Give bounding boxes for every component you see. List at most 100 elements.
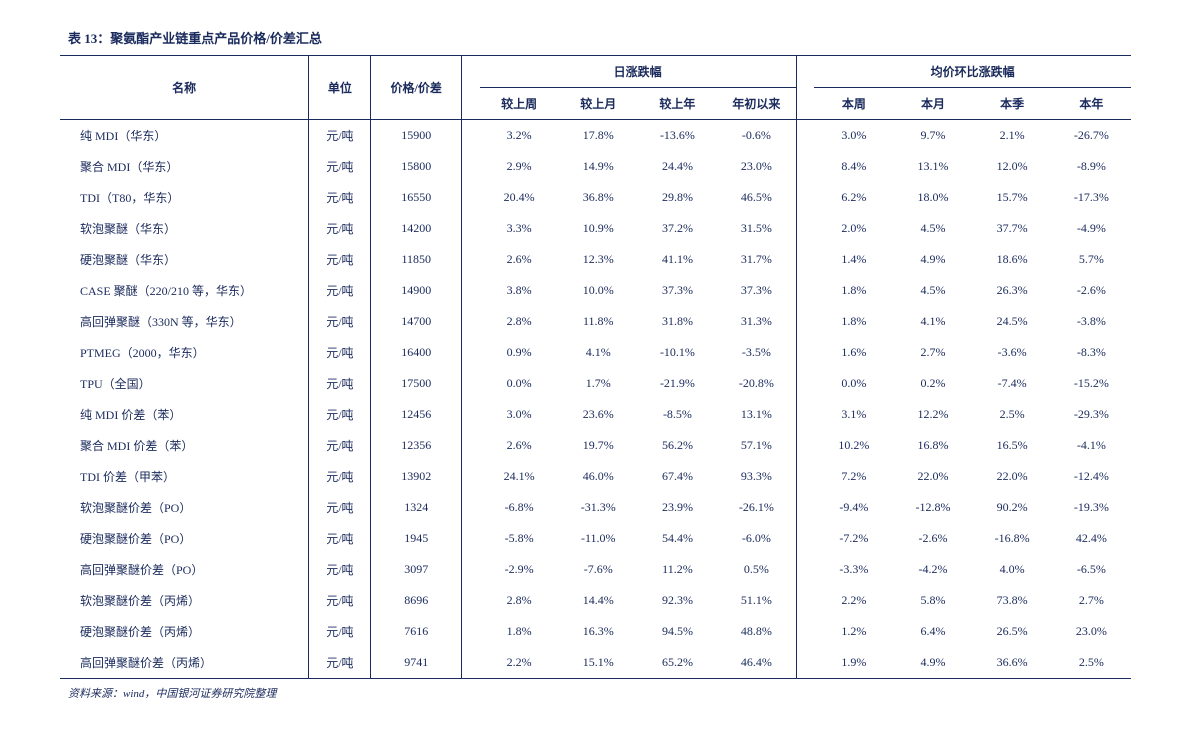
table-cell: 20.4% bbox=[480, 182, 559, 213]
table-cell: -20.8% bbox=[717, 368, 796, 399]
table-cell bbox=[796, 585, 814, 616]
table-cell bbox=[796, 492, 814, 523]
table-cell: -7.2% bbox=[814, 523, 893, 554]
table-cell: 3.3% bbox=[480, 213, 559, 244]
table-row: TDI 价差（甲苯）元/吨1390224.1%46.0%67.4%93.3%7.… bbox=[60, 461, 1131, 492]
table-cell: 17500 bbox=[371, 368, 461, 399]
table-cell: 24.1% bbox=[480, 461, 559, 492]
table-cell: 14700 bbox=[371, 306, 461, 337]
table-cell: 1.8% bbox=[480, 616, 559, 647]
table-cell: -11.0% bbox=[559, 523, 638, 554]
table-cell: 23.9% bbox=[638, 492, 717, 523]
table-cell: 1324 bbox=[371, 492, 461, 523]
table-cell: 元/吨 bbox=[309, 368, 371, 399]
price-table: 名称 单位 价格/价差 日涨跌幅 均价环比涨跌幅 较上周 较上月 较上年 年初以… bbox=[60, 55, 1131, 679]
table-cell: 15.1% bbox=[559, 647, 638, 679]
table-cell: 4.5% bbox=[893, 213, 972, 244]
table-cell: 3.1% bbox=[814, 399, 893, 430]
table-cell: -4.2% bbox=[893, 554, 972, 585]
table-cell: 42.4% bbox=[1052, 523, 1131, 554]
table-cell: 22.0% bbox=[973, 461, 1052, 492]
table-cell: 元/吨 bbox=[309, 306, 371, 337]
table-cell: 15900 bbox=[371, 120, 461, 152]
table-cell: 65.2% bbox=[638, 647, 717, 679]
table-cell: -7.4% bbox=[973, 368, 1052, 399]
table-cell: 7616 bbox=[371, 616, 461, 647]
table-cell: 73.8% bbox=[973, 585, 1052, 616]
table-cell: 54.4% bbox=[638, 523, 717, 554]
table-cell: 元/吨 bbox=[309, 399, 371, 430]
table-cell: 24.4% bbox=[638, 151, 717, 182]
table-cell bbox=[461, 151, 479, 182]
table-cell: 软泡聚醚价差（PO） bbox=[60, 492, 309, 523]
table-row: 纯 MDI 价差（苯）元/吨124563.0%23.6%-8.5%13.1%3.… bbox=[60, 399, 1131, 430]
table-cell: 元/吨 bbox=[309, 616, 371, 647]
table-cell: 元/吨 bbox=[309, 244, 371, 275]
header-sub: 本月 bbox=[893, 88, 972, 120]
table-cell: 12456 bbox=[371, 399, 461, 430]
table-cell: 7.2% bbox=[814, 461, 893, 492]
table-cell: -6.5% bbox=[1052, 554, 1131, 585]
table-cell: 12356 bbox=[371, 430, 461, 461]
table-cell bbox=[796, 368, 814, 399]
table-cell: 3.8% bbox=[480, 275, 559, 306]
table-cell: 41.1% bbox=[638, 244, 717, 275]
table-cell: -3.6% bbox=[973, 337, 1052, 368]
table-cell: -2.6% bbox=[893, 523, 972, 554]
table-cell: 51.1% bbox=[717, 585, 796, 616]
table-cell bbox=[461, 244, 479, 275]
table-cell: 聚合 MDI 价差（苯） bbox=[60, 430, 309, 461]
table-cell: 4.0% bbox=[973, 554, 1052, 585]
table-cell bbox=[796, 120, 814, 152]
table-row: 高回弹聚醚（330N 等，华东）元/吨147002.8%11.8%31.8%31… bbox=[60, 306, 1131, 337]
table-cell: 高回弹聚醚价差（丙烯） bbox=[60, 647, 309, 679]
table-cell: 10.2% bbox=[814, 430, 893, 461]
table-cell: 23.0% bbox=[1052, 616, 1131, 647]
table-cell: -8.5% bbox=[638, 399, 717, 430]
header-sub: 较上年 bbox=[638, 88, 717, 120]
table-cell: 4.1% bbox=[559, 337, 638, 368]
table-row: PTMEG（2000，华东）元/吨164000.9%4.1%-10.1%-3.5… bbox=[60, 337, 1131, 368]
table-cell: -26.1% bbox=[717, 492, 796, 523]
table-cell: 37.2% bbox=[638, 213, 717, 244]
table-cell: 元/吨 bbox=[309, 430, 371, 461]
header-name: 名称 bbox=[60, 56, 309, 120]
table-cell: -12.8% bbox=[893, 492, 972, 523]
table-cell: 11.2% bbox=[638, 554, 717, 585]
table-cell: 19.7% bbox=[559, 430, 638, 461]
table-cell: 1.6% bbox=[814, 337, 893, 368]
table-cell: 2.2% bbox=[814, 585, 893, 616]
table-cell: 67.4% bbox=[638, 461, 717, 492]
table-cell: 0.0% bbox=[480, 368, 559, 399]
table-cell bbox=[796, 430, 814, 461]
table-cell: 0.9% bbox=[480, 337, 559, 368]
table-cell: 4.1% bbox=[893, 306, 972, 337]
table-cell: 11850 bbox=[371, 244, 461, 275]
table-cell: 2.1% bbox=[973, 120, 1052, 152]
table-cell: 2.2% bbox=[480, 647, 559, 679]
table-cell: 1.8% bbox=[814, 275, 893, 306]
table-cell: 3097 bbox=[371, 554, 461, 585]
table-cell bbox=[796, 213, 814, 244]
table-cell: 16550 bbox=[371, 182, 461, 213]
table-row: 软泡聚醚价差（PO）元/吨1324-6.8%-31.3%23.9%-26.1%-… bbox=[60, 492, 1131, 523]
table-cell: 13.1% bbox=[893, 151, 972, 182]
table-cell: 10.9% bbox=[559, 213, 638, 244]
table-cell: 29.8% bbox=[638, 182, 717, 213]
table-cell: 12.0% bbox=[973, 151, 1052, 182]
table-cell bbox=[461, 430, 479, 461]
table-cell: 94.5% bbox=[638, 616, 717, 647]
table-cell: 元/吨 bbox=[309, 647, 371, 679]
table-cell: -3.3% bbox=[814, 554, 893, 585]
table-cell: 92.3% bbox=[638, 585, 717, 616]
table-cell: 6.2% bbox=[814, 182, 893, 213]
table-cell: 9.7% bbox=[893, 120, 972, 152]
table-row: 软泡聚醚价差（丙烯）元/吨86962.8%14.4%92.3%51.1%2.2%… bbox=[60, 585, 1131, 616]
table-cell bbox=[461, 554, 479, 585]
header-sub: 较上月 bbox=[559, 88, 638, 120]
table-cell: 36.6% bbox=[973, 647, 1052, 679]
table-cell: 14900 bbox=[371, 275, 461, 306]
table-cell: 2.5% bbox=[973, 399, 1052, 430]
table-cell bbox=[461, 616, 479, 647]
table-cell: -0.6% bbox=[717, 120, 796, 152]
